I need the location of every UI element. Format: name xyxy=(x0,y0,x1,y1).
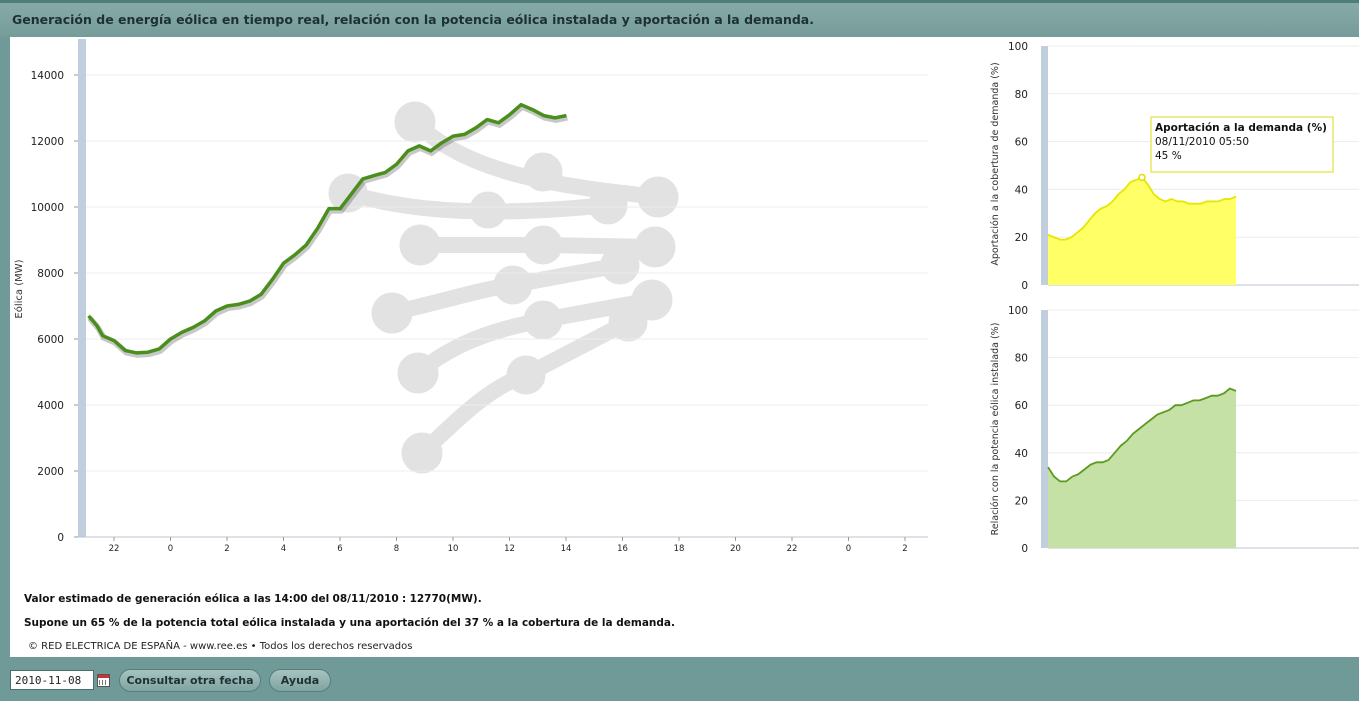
tooltip-title: Aportación a la demanda (%) xyxy=(1155,122,1327,134)
tooltip-marker xyxy=(1138,173,1146,182)
demand-y-axis-band xyxy=(1041,46,1048,285)
installed-y-axis-band xyxy=(1041,310,1048,548)
tooltip-box xyxy=(1150,116,1334,173)
page-title: Generación de energía eólica en tiempo r… xyxy=(12,12,814,27)
ree-logo-watermark xyxy=(328,101,679,474)
estimate-mid: del xyxy=(310,593,330,605)
y-tick-label: 40 xyxy=(1015,448,1028,460)
y-tick-label: 0 xyxy=(1021,280,1028,292)
consult-date-button[interactable]: Consultar otra fecha xyxy=(119,669,261,692)
y-tick-label: 60 xyxy=(1015,400,1028,412)
y-tick-label: 20 xyxy=(1015,232,1028,244)
area-fill xyxy=(1048,177,1236,285)
estimate-date: 08/11/2010 xyxy=(332,593,399,605)
main-x-tick-label: 16 xyxy=(617,544,628,554)
installed-y-axis-label: Relación con la potencia eólica instalad… xyxy=(990,323,1001,536)
title-bar: Generación de energía eólica en tiempo r… xyxy=(0,0,1359,37)
main-series-shadow xyxy=(87,103,568,358)
main-y-tick-label: 8000 xyxy=(37,268,64,280)
demand-coverage-chart: 0 20 40 60 80 100 Aportación a la cobertura d… xyxy=(990,41,1359,292)
tooltip-time: 08/11/2010 05:50 xyxy=(1155,136,1249,148)
main-y-tick-label: 6000 xyxy=(37,334,64,346)
estimate-prefix: Valor estimado de generación eólica a la… xyxy=(24,593,271,605)
y-tick-label: 100 xyxy=(1008,41,1028,53)
y-tick-label: 20 xyxy=(1015,495,1028,507)
y-tick-label: 100 xyxy=(1008,305,1028,317)
main-y-axis-band xyxy=(78,39,86,537)
main-x-tick-label: 8 xyxy=(394,544,399,554)
main-x-tick-label: 22 xyxy=(787,544,798,554)
demand-tooltip: Aportación a la demanda (%) 08/11/2010 0… xyxy=(1150,116,1334,173)
estimate-line: Valor estimado de generación eólica a la… xyxy=(24,593,482,605)
main-x-tick-label: 2 xyxy=(902,544,907,554)
help-button[interactable]: Ayuda xyxy=(269,669,331,692)
main-x-tick-label: 20 xyxy=(730,544,741,554)
main-x-tick-label: 22 xyxy=(109,544,120,554)
tooltip-value: 45 % xyxy=(1155,150,1182,162)
main-y-tick-label: 10000 xyxy=(31,202,64,214)
area-line xyxy=(1047,387,1237,483)
y-tick-label: 60 xyxy=(1015,137,1028,149)
y-tick-label: 80 xyxy=(1015,353,1028,365)
main-x-tick-label: 6 xyxy=(337,544,342,554)
area-fill xyxy=(1048,388,1236,548)
main-x-tick-label: 0 xyxy=(168,544,173,554)
installed-power-chart: 0 20 40 60 80 100 Relación con la potencia eó… xyxy=(990,305,1359,555)
main-x-tick-label: 18 xyxy=(674,544,685,554)
main-x-tick-label: 0 xyxy=(846,544,851,554)
main-series-line xyxy=(87,102,567,355)
demand-y-axis-label: Aportación a la cobertura de demanda (%) xyxy=(990,62,1001,265)
main-x-tick-label: 12 xyxy=(504,544,515,554)
main-y-tick-label: 14000 xyxy=(31,70,64,82)
share-text: Supone un 65 % de la potencia total eóli… xyxy=(24,617,675,629)
estimate-value: 12770(MW). xyxy=(409,593,482,605)
copyright-text: © RED ELECTRICA DE ESPAÑA - www.ree.es •… xyxy=(28,641,413,652)
estimate-time: 14:00 xyxy=(274,593,308,605)
y-tick-label: 0 xyxy=(1021,543,1028,555)
main-y-tick-label: 12000 xyxy=(31,136,64,148)
y-tick-label: 40 xyxy=(1015,184,1028,196)
calendar-icon[interactable] xyxy=(97,674,110,687)
main-y-tick-label: 0 xyxy=(57,532,64,544)
main-x-tick-label: 14 xyxy=(561,544,572,554)
main-y-tick-label: 4000 xyxy=(37,400,64,412)
main-y-axis-label: Eólica (MW) xyxy=(13,259,25,318)
date-input[interactable] xyxy=(10,670,94,690)
main-x-tick-label: 4 xyxy=(281,544,286,554)
main-x-tick-label: 2 xyxy=(224,544,229,554)
main-y-tick-label: 2000 xyxy=(37,466,64,478)
main-x-tick-label: 10 xyxy=(448,544,459,554)
y-tick-label: 80 xyxy=(1015,89,1028,101)
estimate-sep: : xyxy=(402,593,407,605)
charts-panel: 0 2000 4000 6000 8000 10000 12000 14000 22 0 2 4 6 8… xyxy=(10,37,1359,657)
